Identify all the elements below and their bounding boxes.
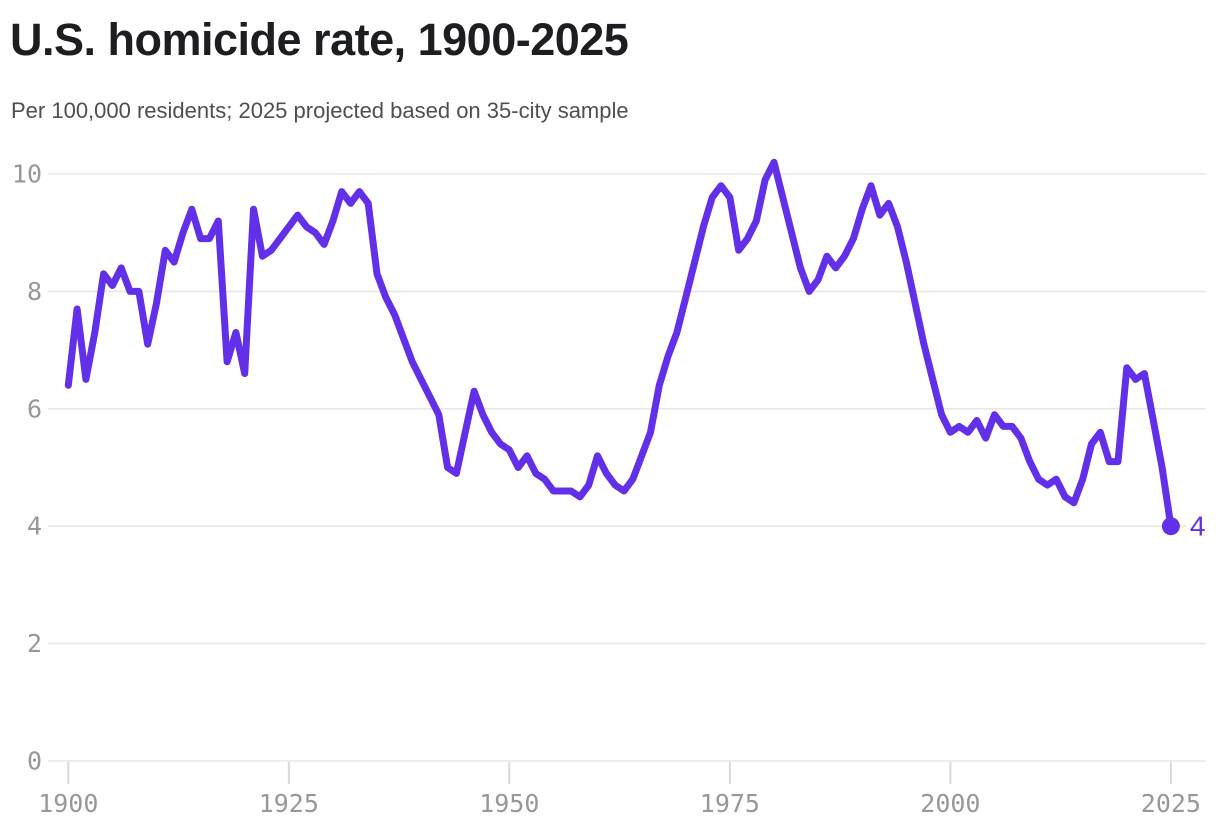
x-axis-tick-label: 1975 <box>700 789 760 818</box>
homicide-rate-line <box>64 158 1175 530</box>
x-axis-tick-label: 1925 <box>259 789 319 818</box>
x-axis-tick-label: 2000 <box>920 789 980 818</box>
y-axis-tick-label: 6 <box>27 394 42 423</box>
y-axis-tick-label: 8 <box>27 277 42 306</box>
x-axis-tick-label: 1900 <box>38 789 98 818</box>
x-axis-tick-label: 2025 <box>1141 789 1201 818</box>
end-point-value-label: 4 <box>1190 511 1206 542</box>
page-title: U.S. homicide rate, 1900-2025 <box>10 14 629 65</box>
x-axis-tick-label: 1950 <box>479 789 539 818</box>
y-axis-tick-label: 2 <box>27 629 42 658</box>
y-axis-tick-label: 0 <box>27 747 42 776</box>
end-point-marker <box>1161 517 1180 536</box>
y-axis-tick-label: 10 <box>12 160 42 189</box>
page-subtitle: Per 100,000 residents; 2025 projected ba… <box>11 98 629 123</box>
y-axis-tick-label: 4 <box>27 512 42 541</box>
